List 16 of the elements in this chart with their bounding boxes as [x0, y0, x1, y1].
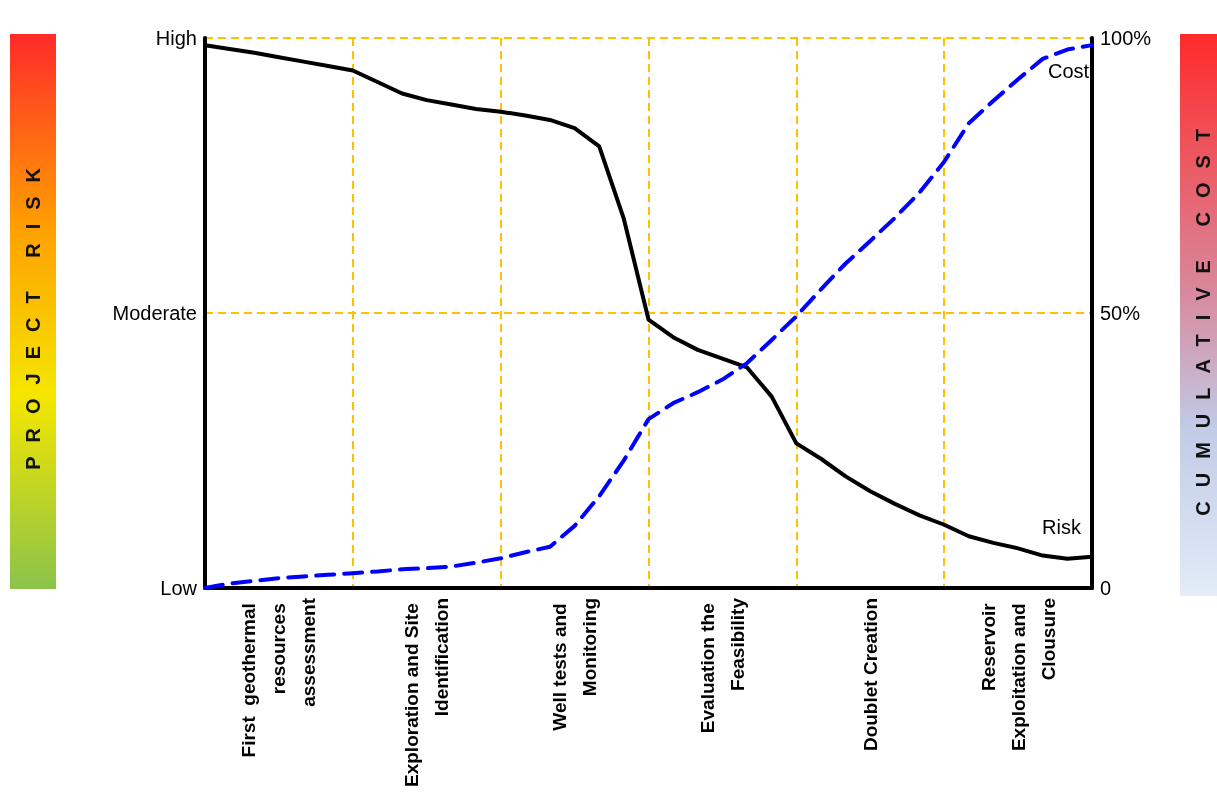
x-tick-label: Well tests and Monitoring: [549, 598, 601, 731]
x-tick-label: Exploration and Site Identification: [401, 598, 453, 787]
text: Moderate: [112, 302, 197, 324]
text: High: [155, 27, 197, 49]
y-tick-label: 0: [1100, 577, 1112, 599]
y-axis-title: CUMULATIVE COST: [1191, 114, 1215, 516]
text: Low: [160, 577, 198, 599]
text: PROJECT RISK: [21, 153, 45, 470]
x-tick-label: First geothermal resources assessment: [238, 597, 320, 758]
series-label: Cost: [1048, 60, 1090, 83]
x-tick-label: Doublet Creation: [859, 598, 881, 752]
y-tick-label: 50%: [1100, 302, 1141, 324]
x-tick-label: Evaluation the Feasibility: [696, 597, 748, 734]
x-tick-label: Reservoir Exploitation and Clousure: [977, 598, 1059, 752]
series-label: Risk: [1042, 515, 1082, 538]
y-tick-label: 100%: [1100, 27, 1152, 49]
